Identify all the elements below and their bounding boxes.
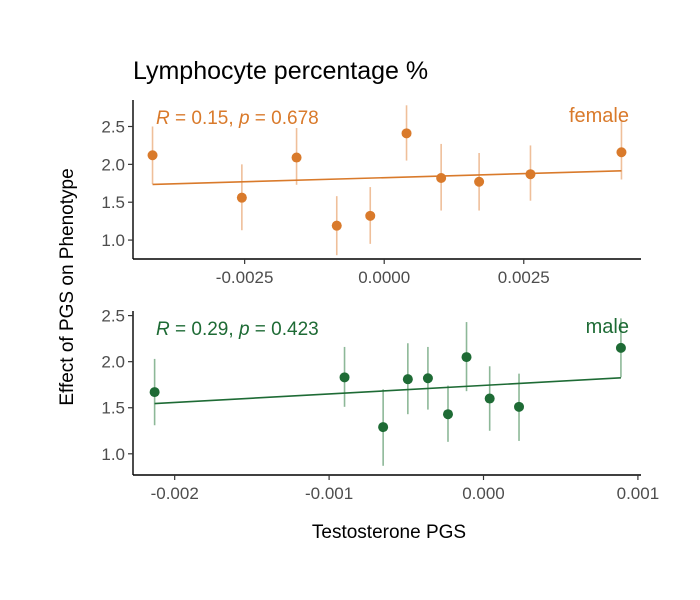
female-y-tick-label: 1.0 (101, 231, 125, 250)
chart-title: Lymphocyte percentage % (133, 57, 428, 85)
female-data-point (616, 147, 627, 158)
female-data-point (331, 220, 342, 231)
male-x-tick-label: 0.001 (617, 484, 660, 503)
female-y-tick-label: 2.5 (101, 118, 125, 137)
y-axis-title: Effect of PGS on Phenotype (57, 168, 78, 405)
female-regression-line (152, 169, 622, 186)
male-y-tick-label: 1.0 (101, 445, 125, 464)
male-data-point (442, 409, 453, 420)
female-panel: 1.0 1.5 2.0 2.5 -0.0025 0.0000 0.0025 R = 0.15,… (101, 100, 641, 287)
male-x-tick-label: 0.000 (462, 484, 505, 503)
female-data-point (525, 169, 536, 180)
male-y-tick-label: 1.5 (101, 399, 125, 418)
female-data-point (474, 176, 485, 187)
female-data-point (436, 172, 447, 183)
male-x-tick-label: -0.001 (305, 484, 353, 503)
male-data-point (514, 401, 525, 412)
female-data-point (236, 192, 247, 203)
female-x-tick-label: 0.0025 (498, 268, 550, 287)
male-data-point (149, 387, 160, 398)
female-x-tick-label: 0.0000 (358, 268, 410, 287)
male-panel-label: male (586, 316, 629, 338)
male-data-point (378, 422, 389, 433)
male-y-tick-label: 2.5 (101, 307, 125, 326)
male-correlation-annotation: R = 0.29, p = 0.423 (156, 319, 319, 340)
male-x-tick-label: -0.002 (151, 484, 199, 503)
female-data-point (401, 128, 412, 139)
male-y-tick-label: 2.0 (101, 353, 125, 372)
x-axis-title: Testosterone PGS (312, 522, 466, 543)
female-data-point (365, 210, 376, 221)
chart-panels: 1.0 1.5 2.0 2.5 -0.0025 0.0000 0.0025 R = 0.15,… (101, 100, 659, 503)
female-x-tick-label: -0.0025 (216, 268, 274, 287)
female-data-point (291, 152, 302, 163)
male-data-point (339, 372, 350, 383)
female-y-tick-label: 1.5 (101, 193, 125, 212)
female-y-tick-label: 2.0 (101, 155, 125, 174)
male-regression-line (154, 376, 621, 405)
male-data-point (484, 393, 495, 404)
male-panel: 1.0 1.5 2.0 2.5 -0.002 -0.001 0.000 0.001 R = 0.… (101, 307, 659, 503)
male-data-point (615, 342, 626, 353)
male-data-point (402, 374, 413, 385)
male-data-point (461, 352, 472, 363)
female-data-point (147, 150, 158, 161)
male-data-point (422, 373, 433, 384)
female-panel-label: female (569, 105, 629, 127)
female-correlation-annotation: R = 0.15, p = 0.678 (156, 108, 319, 129)
